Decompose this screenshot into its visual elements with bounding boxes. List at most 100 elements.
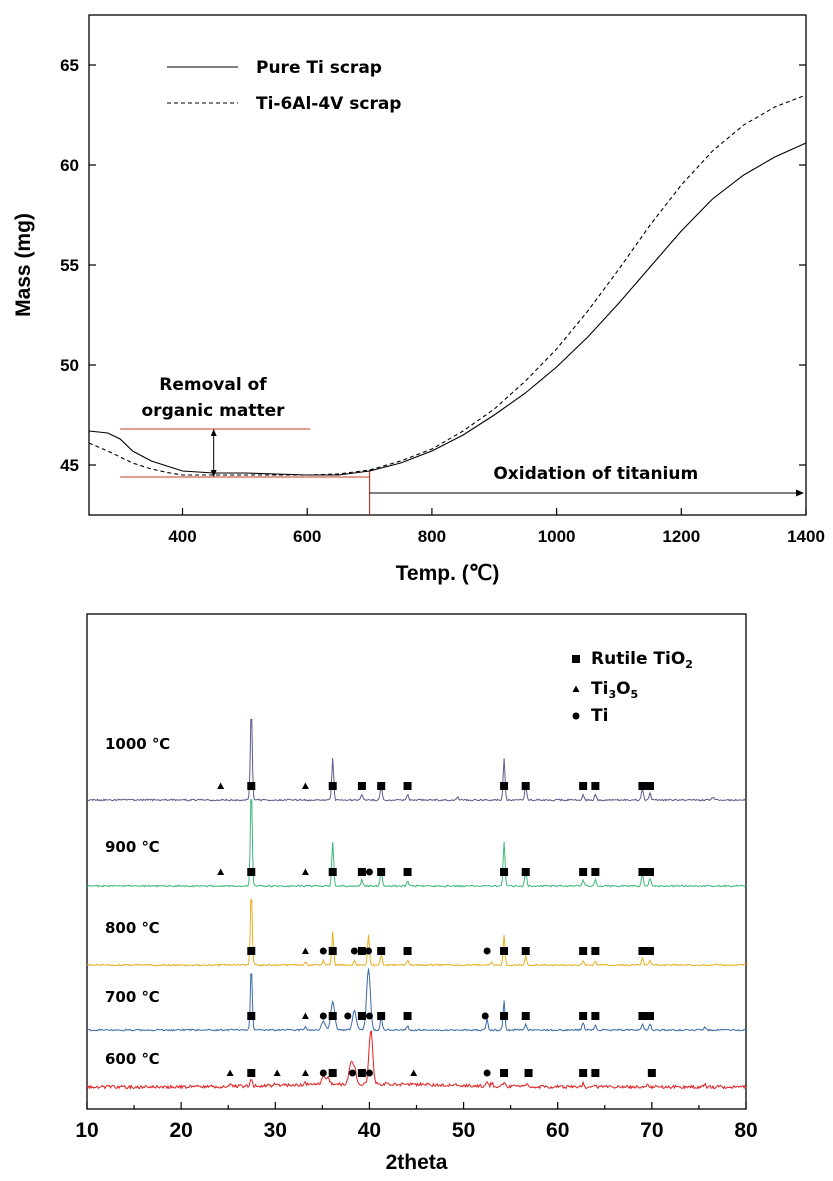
ti3o5-triangle-marker bbox=[410, 1069, 418, 1076]
tga-ticks: 400 600 800 1000 1200 1400 45 50 55 60 65 bbox=[60, 56, 825, 546]
rutile-square-marker bbox=[647, 1069, 656, 1077]
xrd-pattern-2 bbox=[86, 898, 747, 967]
rutile-square-marker bbox=[247, 868, 256, 876]
rutile-square-marker bbox=[638, 1012, 647, 1020]
xrd-x-tick-label: 20 bbox=[169, 1119, 192, 1142]
xrd-x-tick-label: 10 bbox=[75, 1119, 98, 1142]
rutile-square-marker bbox=[524, 1069, 533, 1077]
xrd-x-tick-label: 80 bbox=[734, 1119, 757, 1142]
xrd-temperature-label-2: 800 ℃ bbox=[105, 919, 160, 937]
xrd-pattern-line-4 bbox=[86, 1029, 747, 1090]
tga-x-tick-label: 1000 bbox=[538, 527, 576, 546]
tga-legend-label-1: Ti-6Al-4V scrap bbox=[256, 94, 401, 114]
xrd-legend-rutile-icon bbox=[572, 655, 580, 663]
xrd-pattern-3 bbox=[86, 968, 747, 1032]
xrd-pattern-0 bbox=[86, 718, 747, 802]
xrd-temperature-label-4: 600 ℃ bbox=[105, 1050, 160, 1068]
tga-y-tick-label: 65 bbox=[60, 56, 79, 75]
rutile-square-marker bbox=[591, 782, 600, 790]
removal-label-line2: organic matter bbox=[142, 401, 286, 421]
rutile-square-marker bbox=[328, 1012, 337, 1020]
ti-circle-marker bbox=[319, 1069, 327, 1077]
xrd-pattern-line-1 bbox=[86, 798, 747, 888]
ti3o5-triangle-marker bbox=[226, 1069, 234, 1076]
rutile-square-marker bbox=[500, 782, 509, 790]
xrd-panel: 10 20 30 40 50 60 70 80 1000 ℃ 900 ℃ 800 ℃ 700 ℃ 60… bbox=[75, 613, 758, 1174]
tga-series-line-1 bbox=[88, 94, 807, 476]
rutile-square-marker bbox=[500, 868, 509, 876]
rutile-square-marker bbox=[638, 868, 647, 876]
rutile-square-marker bbox=[645, 947, 654, 955]
xrd-legend-label-1: Ti3O5 bbox=[591, 679, 638, 701]
tga-plot-frame bbox=[88, 14, 807, 516]
ti3o5-triangle-marker bbox=[301, 1069, 309, 1076]
xrd-pattern-line-0 bbox=[86, 718, 747, 802]
xrd-ticks: 10 20 30 40 50 60 70 80 bbox=[75, 1102, 758, 1142]
xrd-x-axis-label: 2theta bbox=[386, 1151, 448, 1174]
rutile-square-marker bbox=[500, 1012, 509, 1020]
removal-arrow-head-up bbox=[210, 429, 217, 436]
tga-annotations: Removal of organic matter Oxidation of tit… bbox=[120, 375, 804, 515]
tga-y-tick-label: 45 bbox=[60, 456, 79, 475]
rutile-square-marker bbox=[357, 947, 366, 955]
ti-circle-marker bbox=[481, 1012, 489, 1020]
ti3o5-triangle-marker bbox=[301, 868, 309, 875]
rutile-square-marker bbox=[645, 1012, 654, 1020]
rutile-square-marker bbox=[579, 1069, 588, 1077]
tga-y-tick-label: 50 bbox=[60, 356, 79, 375]
rutile-square-marker bbox=[645, 782, 654, 790]
rutile-square-marker bbox=[328, 947, 337, 955]
tga-x-tick-label: 800 bbox=[418, 527, 446, 546]
rutile-square-marker bbox=[638, 782, 647, 790]
ti-circle-marker bbox=[365, 868, 373, 876]
xrd-pattern-1 bbox=[86, 798, 747, 888]
ti-circle-marker bbox=[348, 1069, 356, 1077]
xrd-pattern-line-3 bbox=[86, 968, 747, 1032]
ti3o5-triangle-marker bbox=[301, 1012, 309, 1019]
rutile-square-marker bbox=[591, 947, 600, 955]
rutile-square-marker bbox=[591, 1012, 600, 1020]
rutile-square-marker bbox=[357, 1012, 366, 1020]
tga-x-tick-label: 400 bbox=[168, 527, 196, 546]
ti-circle-marker bbox=[365, 1069, 373, 1077]
rutile-square-marker bbox=[591, 868, 600, 876]
tga-x-tick-label: 1400 bbox=[787, 527, 825, 546]
rutile-square-marker bbox=[377, 782, 386, 790]
ti3o5-triangle-marker bbox=[217, 782, 225, 789]
tga-x-tick-label: 1200 bbox=[662, 527, 700, 546]
rutile-square-marker bbox=[521, 782, 530, 790]
rutile-square-marker bbox=[328, 868, 337, 876]
rutile-square-marker bbox=[591, 1069, 600, 1077]
rutile-square-marker bbox=[377, 868, 386, 876]
rutile-square-marker bbox=[403, 782, 412, 790]
tga-series-line-0 bbox=[88, 142, 807, 476]
oxidation-arrow-head bbox=[796, 489, 804, 497]
rutile-square-marker bbox=[357, 782, 366, 790]
rutile-square-marker bbox=[645, 868, 654, 876]
xrd-legend: Rutile TiO2 Ti3O5 Ti bbox=[572, 649, 693, 726]
tga-y-tick-label: 60 bbox=[60, 156, 79, 175]
tga-y-tick-label: 55 bbox=[60, 256, 79, 275]
rutile-square-marker bbox=[328, 782, 337, 790]
tga-x-tick-label: 600 bbox=[293, 527, 321, 546]
rutile-square-marker bbox=[579, 868, 588, 876]
ti-circle-marker bbox=[319, 1012, 327, 1020]
rutile-square-marker bbox=[638, 947, 647, 955]
rutile-square-marker bbox=[247, 947, 256, 955]
xrd-x-tick-label: 70 bbox=[640, 1119, 663, 1142]
oxidation-label: Oxidation of titanium bbox=[493, 464, 698, 484]
rutile-square-marker bbox=[403, 947, 412, 955]
rutile-square-marker bbox=[377, 947, 386, 955]
rutile-square-marker bbox=[579, 782, 588, 790]
rutile-square-marker bbox=[247, 1069, 256, 1077]
xrd-x-tick-label: 50 bbox=[452, 1119, 475, 1142]
xrd-plot-frame bbox=[86, 613, 747, 1110]
rutile-square-marker bbox=[403, 868, 412, 876]
tga-legend-label-0: Pure Ti scrap bbox=[256, 58, 382, 78]
xrd-temperature-label-0: 1000 ℃ bbox=[105, 735, 170, 753]
ti-circle-marker bbox=[483, 947, 491, 955]
ti-circle-marker bbox=[365, 1012, 373, 1020]
tga-panel: 400 600 800 1000 1200 1400 45 50 55 60 65 Removal … bbox=[12, 14, 825, 585]
rutile-square-marker bbox=[500, 947, 509, 955]
